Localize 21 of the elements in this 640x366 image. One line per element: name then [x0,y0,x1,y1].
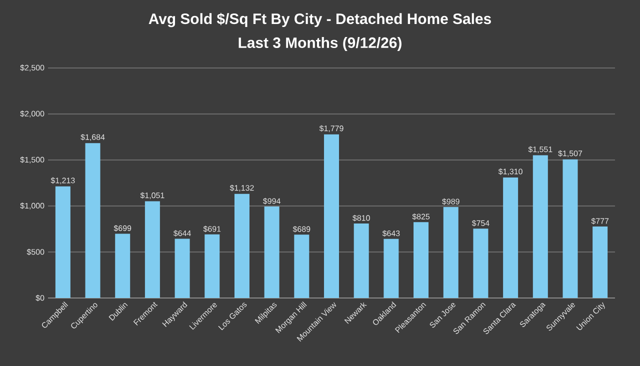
bar [443,207,458,298]
chart-subtitle: Last 3 Months (9/12/26) [238,37,402,51]
bar [144,201,160,298]
bar [234,194,250,298]
bar [562,159,578,298]
bar [294,234,310,298]
bar [115,234,130,298]
bar [204,234,220,298]
bar [55,186,70,298]
bar [503,177,518,298]
bar [174,238,190,298]
bar [473,228,488,298]
bar [85,143,100,298]
bar [324,134,340,298]
bar [354,223,369,298]
bar [532,155,548,298]
bar [592,226,608,298]
chart-title: Avg Sold $/Sq Ft By City - Detached Home Sales [148,12,491,28]
bar [264,206,280,298]
bar [384,238,399,298]
bar [414,222,429,298]
